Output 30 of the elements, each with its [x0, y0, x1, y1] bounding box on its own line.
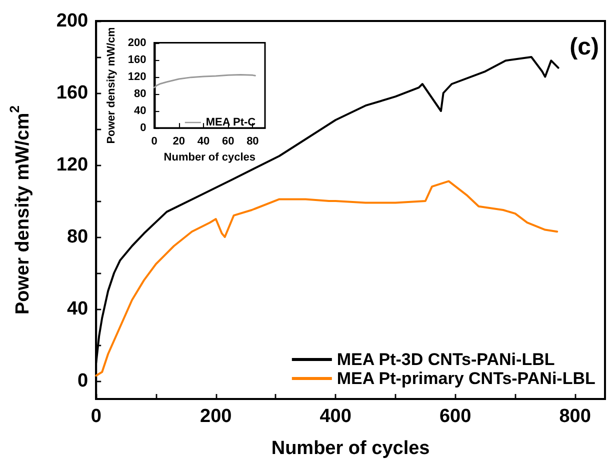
y-tick-label: 200	[56, 10, 88, 32]
y-tick-label: 40	[134, 105, 146, 118]
x-tick-label: 40	[197, 136, 210, 148]
x-tick-label: 400	[320, 406, 352, 427]
y-tick-label: 160	[56, 82, 88, 104]
x-tick-label: 0	[90, 406, 102, 427]
x-tick-label: 60	[222, 136, 234, 148]
legend-label: MEA Pt-primary CNTs-PANi-LBL	[336, 369, 596, 388]
x-tick-label: 80	[246, 136, 259, 148]
x-tick-label: 800	[559, 406, 591, 427]
x-tick-label: 200	[200, 406, 232, 427]
x-tick-label: 0	[151, 136, 158, 148]
y-tick-label: 120	[56, 154, 88, 176]
y-tick-label: 40	[66, 298, 88, 320]
annotation: (c)	[570, 34, 600, 60]
y-axis-title: Power density mW/cm	[106, 26, 118, 144]
y-axis-title: Power density mW/cm2	[7, 105, 34, 315]
y-tick-label: 0	[140, 122, 146, 134]
y-tick-label: 200	[128, 36, 146, 49]
y-tick-label: 80	[134, 88, 146, 100]
y-tick-label: 120	[128, 70, 146, 83]
x-tick-label: 20	[172, 136, 185, 148]
legend-label: MEA Pt-C	[206, 116, 256, 128]
x-axis-title: Number of cycles	[271, 438, 430, 459]
y-tick-label: 0	[78, 370, 88, 392]
legend-label: MEA Pt-3D CNTs-PANi-LBL	[336, 350, 555, 369]
y-tick-label: 80	[66, 226, 88, 248]
y-tick-label: 160	[128, 54, 146, 66]
x-tick-label: 600	[439, 406, 472, 427]
x-axis-title: Number of cycles	[164, 152, 256, 164]
